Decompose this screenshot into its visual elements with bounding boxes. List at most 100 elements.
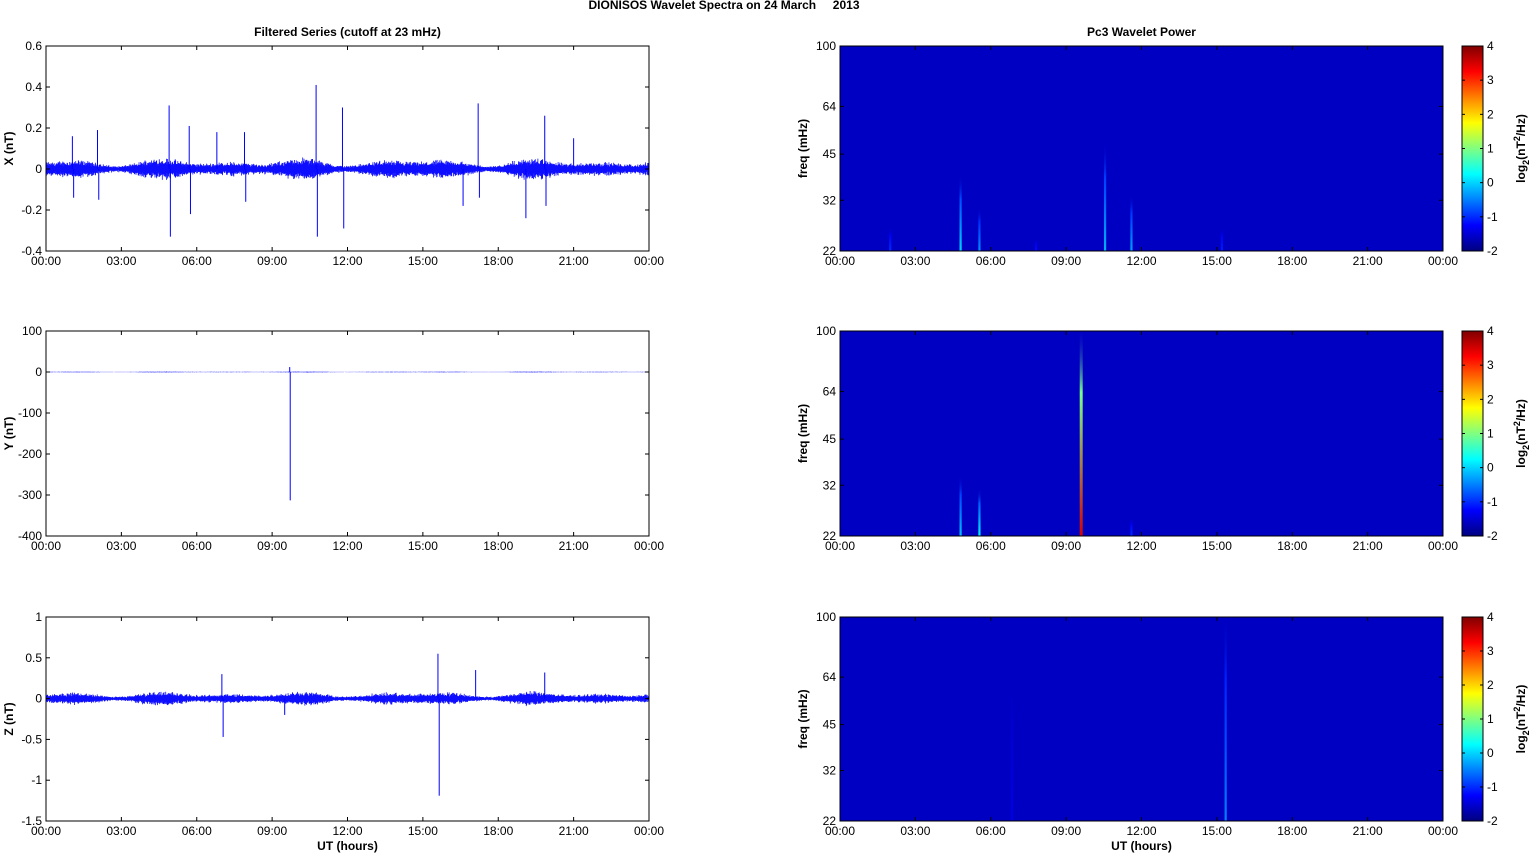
z-series-xtick-label: 00:00 (634, 824, 664, 838)
figure-title: DIONISOS Wavelet Spectra on 24 March 201… (589, 0, 860, 12)
y-series-xtick-label: 21:00 (559, 539, 589, 553)
x-wavelet-ytick-label: 45 (823, 147, 837, 161)
x-series-xtick-label: 00:00 (31, 254, 61, 268)
x-series-xtick-label: 12:00 (332, 254, 362, 268)
y-wavelet-ytick-label: 45 (823, 432, 837, 446)
x-wavelet-power-streak-4 (1103, 145, 1107, 251)
y-wavelet-power-streak-0 (959, 477, 962, 536)
y-wavelet-power-streak-1 (978, 489, 981, 536)
z-wavelet-xtick-label: 18:00 (1277, 824, 1307, 838)
z-wavelet-xtick-label: 09:00 (1051, 824, 1081, 838)
x-series-xtick-label: 09:00 (257, 254, 287, 268)
z-wavelet-xtick-label: 00:00 (825, 824, 855, 838)
y-wavelet-colorbar-tick-label: 3 (1487, 358, 1494, 372)
z-series-ytick-label: -1.5 (21, 814, 42, 828)
z-wavelet-xtick-label: 21:00 (1353, 824, 1383, 838)
z-wavelet-xlabel: UT (hours) (1111, 839, 1172, 853)
x-wavelet-xtick-label: 12:00 (1126, 254, 1156, 268)
y-wavelet-heatmap-background (840, 331, 1443, 536)
x-wavelet-xtick-label: 03:00 (900, 254, 930, 268)
y-wavelet-ytick-label: 32 (823, 478, 837, 492)
x-wavelet-power-streak-5 (1130, 196, 1133, 251)
z-wavelet-colorbar-tick-label: 3 (1487, 644, 1494, 658)
x-wavelet-ytick-label: 32 (823, 193, 837, 207)
z-series-plot-area (46, 617, 649, 821)
y-wavelet-colorbar-gradient (1461, 330, 1484, 537)
y-wavelet-colorbar-tick-label: 4 (1487, 324, 1494, 338)
x-wavelet-xtick-label: 00:00 (825, 254, 855, 268)
x-series-xtick-label: 18:00 (483, 254, 513, 268)
x-wavelet-colorbar-tick-label: -1 (1487, 210, 1498, 224)
y-series-xtick-label: 06:00 (182, 539, 212, 553)
z-wavelet-colorbar-tick-label: -2 (1487, 814, 1498, 828)
x-wavelet-xtick-label: 06:00 (976, 254, 1006, 268)
z-series-ylabel: Z (nT) (2, 702, 16, 735)
y-wavelet-colorbar-label: log2(nT2/Hz) (1512, 399, 1529, 468)
z-wavelet-colorbar-label: log2(nT2/Hz) (1512, 685, 1529, 754)
x-wavelet-colorbar-tick-label: 3 (1487, 73, 1494, 87)
x-wavelet-colorbar-tick-label: 2 (1487, 107, 1494, 121)
x-wavelet-colorbar: -2 -1 0 1 2 3 4 log2(nT2/Hz) (1461, 39, 1529, 258)
y-series-xtick-label: 15:00 (408, 539, 438, 553)
z-wavelet-colorbar-tick-label: 4 (1487, 610, 1494, 624)
x-wavelet-ylabel: freq (mHz) (796, 119, 810, 178)
y-series-xtick-label: 18:00 (483, 539, 513, 553)
x-wavelet-xtick-label: 21:00 (1353, 254, 1383, 268)
x-wavelet-power-streak-0 (889, 228, 892, 251)
y-series-xtick-label: 00:00 (634, 539, 664, 553)
z-wavelet-power-streak-1 (1224, 617, 1227, 821)
x-wavelet-xtick-label: 18:00 (1277, 254, 1307, 268)
y-wavelet-ylabel: freq (mHz) (796, 404, 810, 463)
y-series-ytick-label: -200 (18, 447, 42, 461)
z-wavelet-colorbar: -2 -1 0 1 2 3 4 log2(nT2/Hz) (1461, 610, 1529, 828)
y-wavelet-colorbar-tick-label: -2 (1487, 529, 1498, 543)
x-series-panel: -0.4 -0.2 0 0.2 0.4 0.6 00:00 03:00 06:00 09:00 12… (2, 25, 664, 268)
z-wavelet-colorbar-tick-label: 1 (1487, 712, 1494, 726)
x-wavelet-colorbar-label: log2(nT2/Hz) (1512, 114, 1529, 183)
y-wavelet-xtick-label: 00:00 (825, 539, 855, 553)
x-wavelet-power-streak-1 (959, 177, 962, 251)
x-series-ytick-label: 0.2 (25, 121, 42, 135)
y-series-xtick-label: 09:00 (257, 539, 287, 553)
x-series-ytick-label: -0.2 (21, 203, 42, 217)
x-wavelet-colorbar-tick-label: 4 (1487, 39, 1494, 53)
z-series-xlabel: UT (hours) (317, 839, 378, 853)
y-series-panel: -400 -300 -200 -100 0 100 00:00 03:00 06:00 09:00… (2, 324, 664, 553)
y-series-xtick-label: 03:00 (106, 539, 136, 553)
z-series-xtick-label: 15:00 (408, 824, 438, 838)
z-series-ytick-label: 0 (35, 692, 42, 706)
z-wavelet-colorbar-tick-label: 0 (1487, 746, 1494, 760)
x-series-plot-area (46, 46, 649, 251)
x-series-xtick-label: 21:00 (559, 254, 589, 268)
z-series-panel: -1.5 -1 -0.5 0 0.5 1 00:00 03:00 06:00 09:00 12:00… (2, 610, 664, 853)
x-wavelet-ytick-label: 22 (823, 244, 837, 258)
y-wavelet-xtick-label: 18:00 (1277, 539, 1307, 553)
z-series-xtick-label: 21:00 (559, 824, 589, 838)
z-wavelet-ytick-label: 22 (823, 814, 837, 828)
x-wavelet-colorbar-tick-label: 1 (1487, 142, 1494, 156)
y-series-xtick-label: 00:00 (31, 539, 61, 553)
z-series-xtick-label: 00:00 (31, 824, 61, 838)
x-wavelet-xtick-label: 09:00 (1051, 254, 1081, 268)
z-series-ytick-label: 0.5 (25, 651, 42, 665)
z-series-xtick-label: 18:00 (483, 824, 513, 838)
y-series-ytick-label: -400 (18, 529, 42, 543)
z-wavelet-ytick-label: 64 (823, 670, 837, 684)
z-series-xtick-label: 06:00 (182, 824, 212, 838)
x-wavelet-title: Pc3 Wavelet Power (1087, 25, 1196, 39)
y-series-ytick-label: 0 (35, 365, 42, 379)
y-wavelet-xtick-label: 12:00 (1126, 539, 1156, 553)
x-series-ytick-label: 0.6 (25, 39, 42, 53)
z-wavelet-heatmap-background (840, 617, 1443, 821)
x-wavelet-power-streak-3 (1034, 239, 1038, 251)
y-wavelet-colorbar-tick-label: 0 (1487, 461, 1494, 475)
z-series-xtick-label: 09:00 (257, 824, 287, 838)
x-wavelet-power-streak-2 (978, 209, 981, 251)
y-series-ylabel: Y (nT) (2, 417, 16, 451)
z-wavelet-colorbar-gradient (1461, 616, 1484, 822)
z-wavelet-xtick-label: 15:00 (1202, 824, 1232, 838)
z-wavelet-ytick-label: 32 (823, 764, 837, 778)
y-wavelet-colorbar: -2 -1 0 1 2 3 4 log2(nT2/Hz) (1461, 324, 1529, 543)
